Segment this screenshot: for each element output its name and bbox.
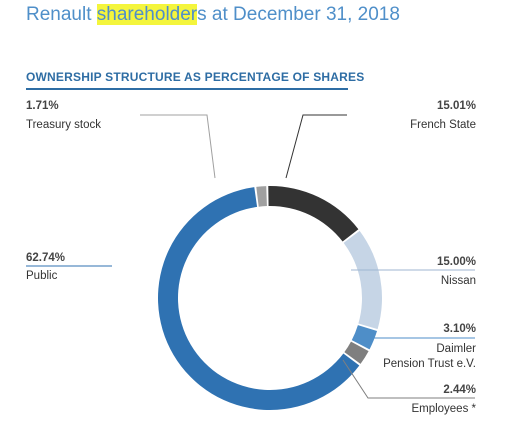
title-highlight: shareholder bbox=[96, 4, 198, 25]
leader-line-treasury-stock bbox=[140, 114, 216, 179]
slice-nissan bbox=[343, 230, 382, 330]
label-employees-name: Employees * bbox=[411, 403, 476, 415]
label-french-state-percent: 15.01% bbox=[436, 100, 476, 112]
slice-daimler-pension-trust-e-v bbox=[351, 325, 378, 350]
page-title: Renault shareholders at December 31, 201… bbox=[26, 4, 400, 25]
chart-heading: OWNERSHIP STRUCTURE AS PERCENTAGE OF SHA… bbox=[26, 70, 365, 84]
label-nissan-percent: 15.00% bbox=[436, 256, 476, 268]
heading-divider bbox=[26, 88, 348, 90]
label-daimler-name-line2: Pension Trust e.V. bbox=[383, 358, 476, 370]
slice-treasury-stock bbox=[256, 186, 267, 207]
slice-employees bbox=[344, 341, 369, 364]
label-french-state-name: French State bbox=[410, 119, 476, 131]
label-public-name: Public bbox=[26, 270, 58, 282]
label-daimler-percent: 3.10% bbox=[443, 323, 476, 335]
leader-line-french-state bbox=[285, 114, 347, 179]
slice-french-state bbox=[268, 186, 359, 242]
label-treasury-name: Treasury stock bbox=[26, 119, 101, 131]
label-employees-percent: 2.44% bbox=[443, 384, 476, 396]
label-nissan-name: Nissan bbox=[440, 275, 476, 287]
leader-line-employees bbox=[342, 359, 475, 399]
label-daimler-name-line1: Daimler bbox=[436, 343, 476, 355]
label-public-percent: 62.74% bbox=[26, 252, 66, 264]
label-treasury-percent: 1.71% bbox=[26, 100, 59, 112]
